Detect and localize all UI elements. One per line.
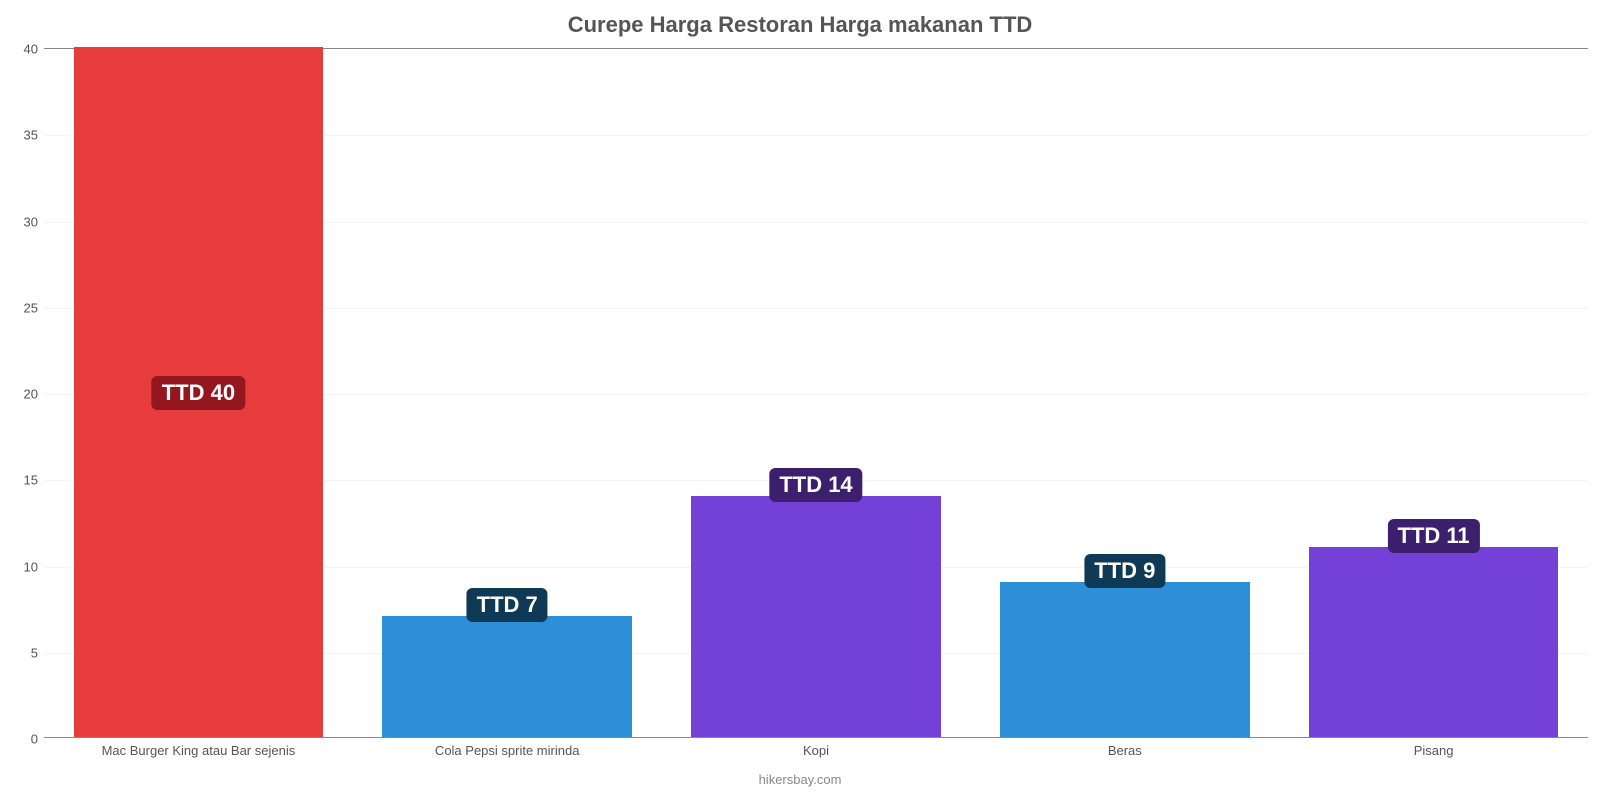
y-tick-label: 20 xyxy=(24,387,38,402)
y-tick-label: 5 xyxy=(31,645,38,660)
price-bar-chart: Curepe Harga Restoran Harga makanan TTD … xyxy=(0,0,1600,800)
y-tick-label: 0 xyxy=(31,732,38,747)
y-tick-label: 35 xyxy=(24,128,38,143)
x-tick-label: Beras xyxy=(1108,743,1142,758)
y-tick-label: 30 xyxy=(24,214,38,229)
x-tick-label: Pisang xyxy=(1414,743,1454,758)
y-tick-label: 40 xyxy=(24,42,38,57)
y-tick-label: 15 xyxy=(24,473,38,488)
x-tick-label: Mac Burger King atau Bar sejenis xyxy=(102,743,296,758)
price-bar[interactable] xyxy=(1000,582,1250,737)
chart-title: Curepe Harga Restoran Harga makanan TTD xyxy=(0,12,1600,38)
price-bar[interactable] xyxy=(382,616,632,737)
source-label: hikersbay.com xyxy=(0,772,1600,787)
x-tick-label: Kopi xyxy=(803,743,829,758)
price-bar[interactable] xyxy=(1309,547,1559,737)
y-tick-label: 25 xyxy=(24,300,38,315)
y-tick-label: 10 xyxy=(24,559,38,574)
x-tick-label: Cola Pepsi sprite mirinda xyxy=(435,743,580,758)
price-bar[interactable] xyxy=(74,47,324,737)
price-bar[interactable] xyxy=(691,496,941,738)
plot-area: 0510152025303540Mac Burger King atau Bar… xyxy=(44,48,1588,738)
